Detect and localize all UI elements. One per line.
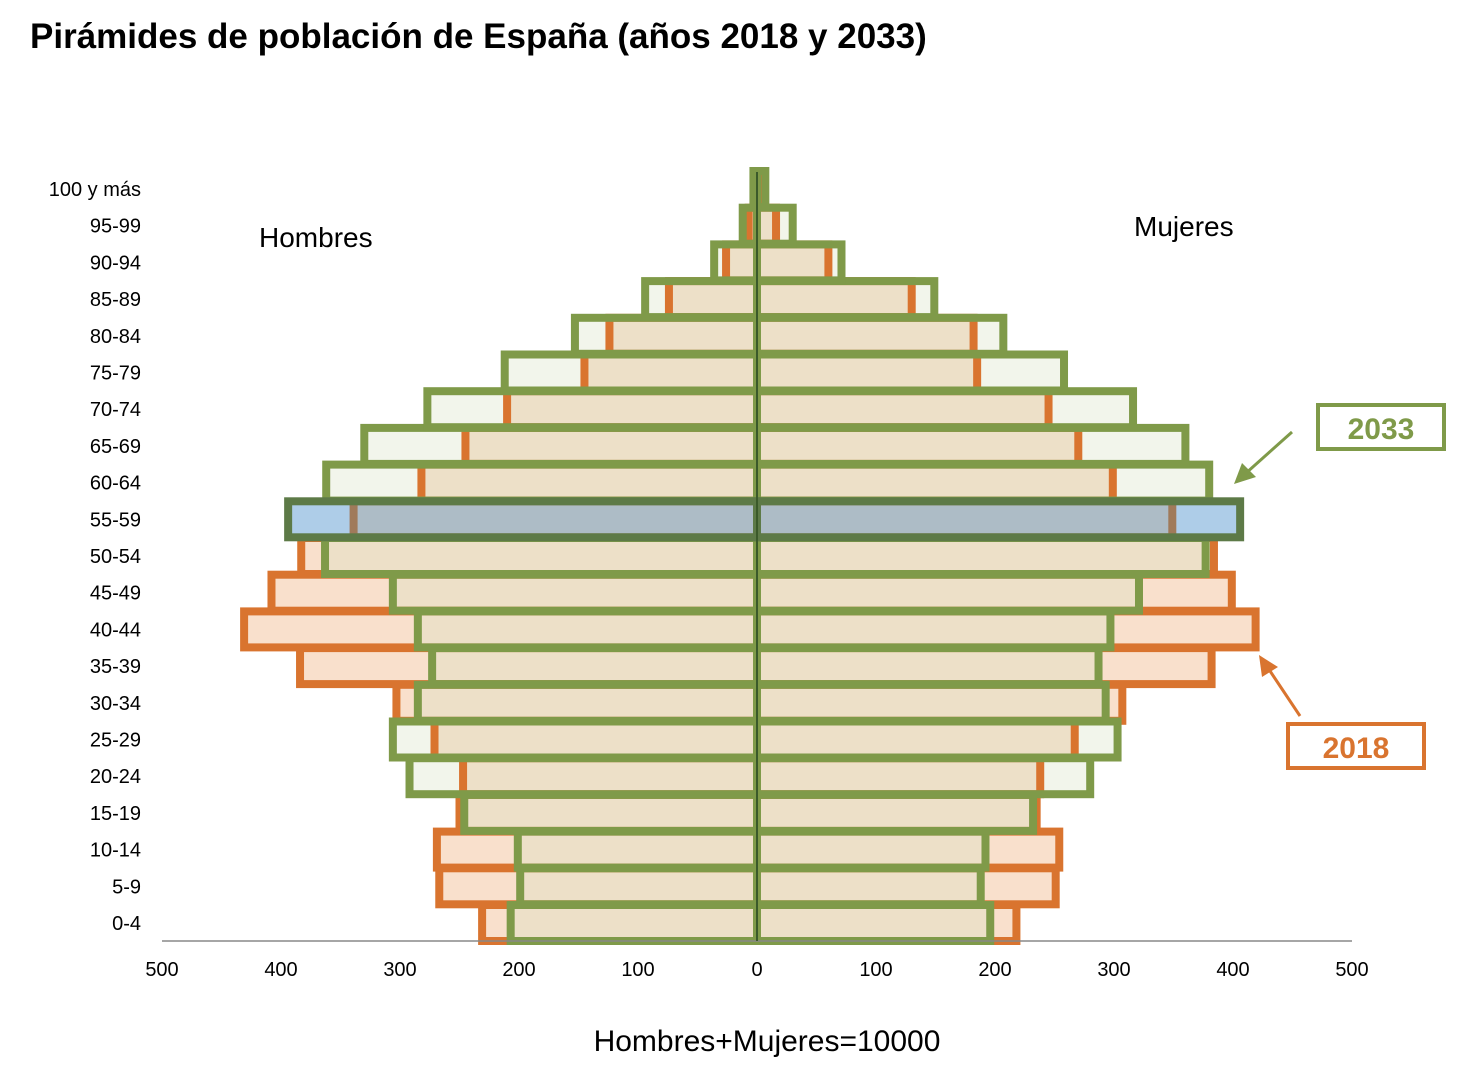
legend-2033-arrow [1244, 430, 1293, 476]
category-label: 65-69 [90, 436, 141, 458]
category-label: 70-74 [90, 399, 141, 421]
x-tick-label: 200 [978, 959, 1011, 981]
category-label: 20-24 [90, 766, 141, 788]
category-label: 30-34 [90, 693, 141, 715]
bar-overlap-men-fill [417, 611, 757, 648]
x-tick-label: 0 [751, 959, 762, 981]
bar-overlap-women-fill [757, 684, 1106, 721]
x-axis-label: Hombres+Mujeres=10000 [594, 1025, 941, 1058]
category-label: 75-79 [90, 363, 141, 385]
x-tick-label: 100 [859, 959, 892, 981]
bar-overlap-men-fill [668, 281, 757, 318]
bar-overlap-men-fill [464, 794, 757, 831]
category-label: 25-29 [90, 730, 141, 752]
legend-2018: 2018 [1259, 655, 1426, 770]
bar-overlap-women-fill [757, 831, 986, 868]
x-tick-labels: 500 400 300 200 100 0 100 200 300 400 500 [145, 959, 1368, 981]
x-tick-label: 100 [621, 959, 654, 981]
legend-2018-box [1286, 722, 1426, 770]
category-label: 60-64 [90, 473, 141, 495]
bar-overlap-men-fill [463, 758, 757, 795]
bar-overlap-men-fill [434, 721, 757, 758]
x-tick-label: 300 [1097, 959, 1130, 981]
bar-overlap-men-fill [417, 684, 757, 721]
bar-overlap-women-fill [757, 317, 974, 354]
bar-overlap-women-fill [757, 207, 777, 244]
x-tick-label: 500 [145, 959, 178, 981]
bar-overlap-women-fill [757, 574, 1139, 611]
category-label: 95-99 [90, 216, 141, 238]
category-label: 0-4 [112, 913, 141, 935]
legend-2018-arrow [1266, 667, 1302, 717]
category-label: 50-54 [90, 546, 141, 568]
category-label: 10-14 [90, 840, 141, 862]
category-label: 35-39 [90, 656, 141, 678]
bar-overlap-women-fill [757, 868, 981, 905]
women-label: Mujeres [1134, 211, 1234, 242]
bar-overlap-men-fill [465, 427, 757, 464]
chart-title: Pirámides de población de España (años 2… [30, 17, 927, 56]
bar-overlap-men-fill [584, 354, 757, 391]
category-labels: 0-4 5-9 10-14 15-19 20-24 25-29 30-34 35-39 40-4… [49, 179, 141, 935]
x-tick-label: 400 [264, 959, 297, 981]
legend-2033-label: 2033 [1348, 413, 1415, 446]
bar-overlap-women-fill [757, 611, 1111, 648]
bar-overlap-men-fill [609, 317, 757, 354]
bar-overlap-men-fill [510, 905, 757, 941]
bar-overlap-men-fill [325, 538, 757, 574]
men-label: Hombres [259, 222, 373, 253]
bar-overlap-men-fill [353, 501, 757, 538]
category-label: 85-89 [90, 289, 141, 311]
x-tick-label: 200 [502, 959, 535, 981]
bar-overlap-men-fill [421, 464, 757, 501]
legend-2033-arrowhead [1234, 463, 1256, 484]
bar-overlap-men-fill [726, 244, 757, 281]
category-label: 80-84 [90, 326, 141, 348]
bar-overlap-women-fill [757, 391, 1049, 428]
bar-overlap-men-fill [392, 574, 757, 611]
legend-2018-arrowhead [1259, 655, 1278, 677]
x-tick-label: 400 [1216, 959, 1249, 981]
bar-overlap-women-fill [757, 721, 1075, 758]
bar-overlap-men-fill [507, 391, 757, 428]
bar-overlap-women-fill [757, 905, 991, 941]
bar-overlap-men-fill [517, 831, 757, 868]
category-label: 5-9 [112, 876, 141, 898]
bars-layer [240, 167, 1260, 945]
legend-2018-label: 2018 [1323, 732, 1390, 765]
bar-overlap-women-fill [757, 427, 1079, 464]
legend-2033: 2033 [1234, 403, 1446, 484]
bar-overlap-women-fill [757, 648, 1099, 685]
x-tick-label: 500 [1335, 959, 1368, 981]
bar-overlap-men-fill [748, 207, 757, 244]
bar-overlap-men-fill [520, 868, 757, 905]
category-label: 15-19 [90, 803, 141, 825]
bar-overlap-women-fill [757, 538, 1206, 574]
category-label: 90-94 [90, 252, 141, 274]
category-label: 45-49 [90, 583, 141, 605]
category-label: 55-59 [90, 509, 141, 531]
bar-overlap-men-fill [432, 648, 757, 685]
bar-overlap-women-fill [757, 354, 978, 391]
bar-overlap-women-fill [757, 464, 1113, 501]
bar-overlap-women-fill [757, 244, 829, 281]
category-label: 40-44 [90, 619, 141, 641]
category-label: 100 y más [49, 179, 141, 201]
bar-overlap-women-fill [757, 501, 1173, 538]
x-tick-label: 300 [383, 959, 416, 981]
bar-overlap-women-fill [757, 794, 1034, 831]
bar-overlap-women-fill [757, 281, 912, 318]
bar-overlap-women-fill [757, 758, 1041, 795]
legend-2033-box [1316, 403, 1446, 451]
